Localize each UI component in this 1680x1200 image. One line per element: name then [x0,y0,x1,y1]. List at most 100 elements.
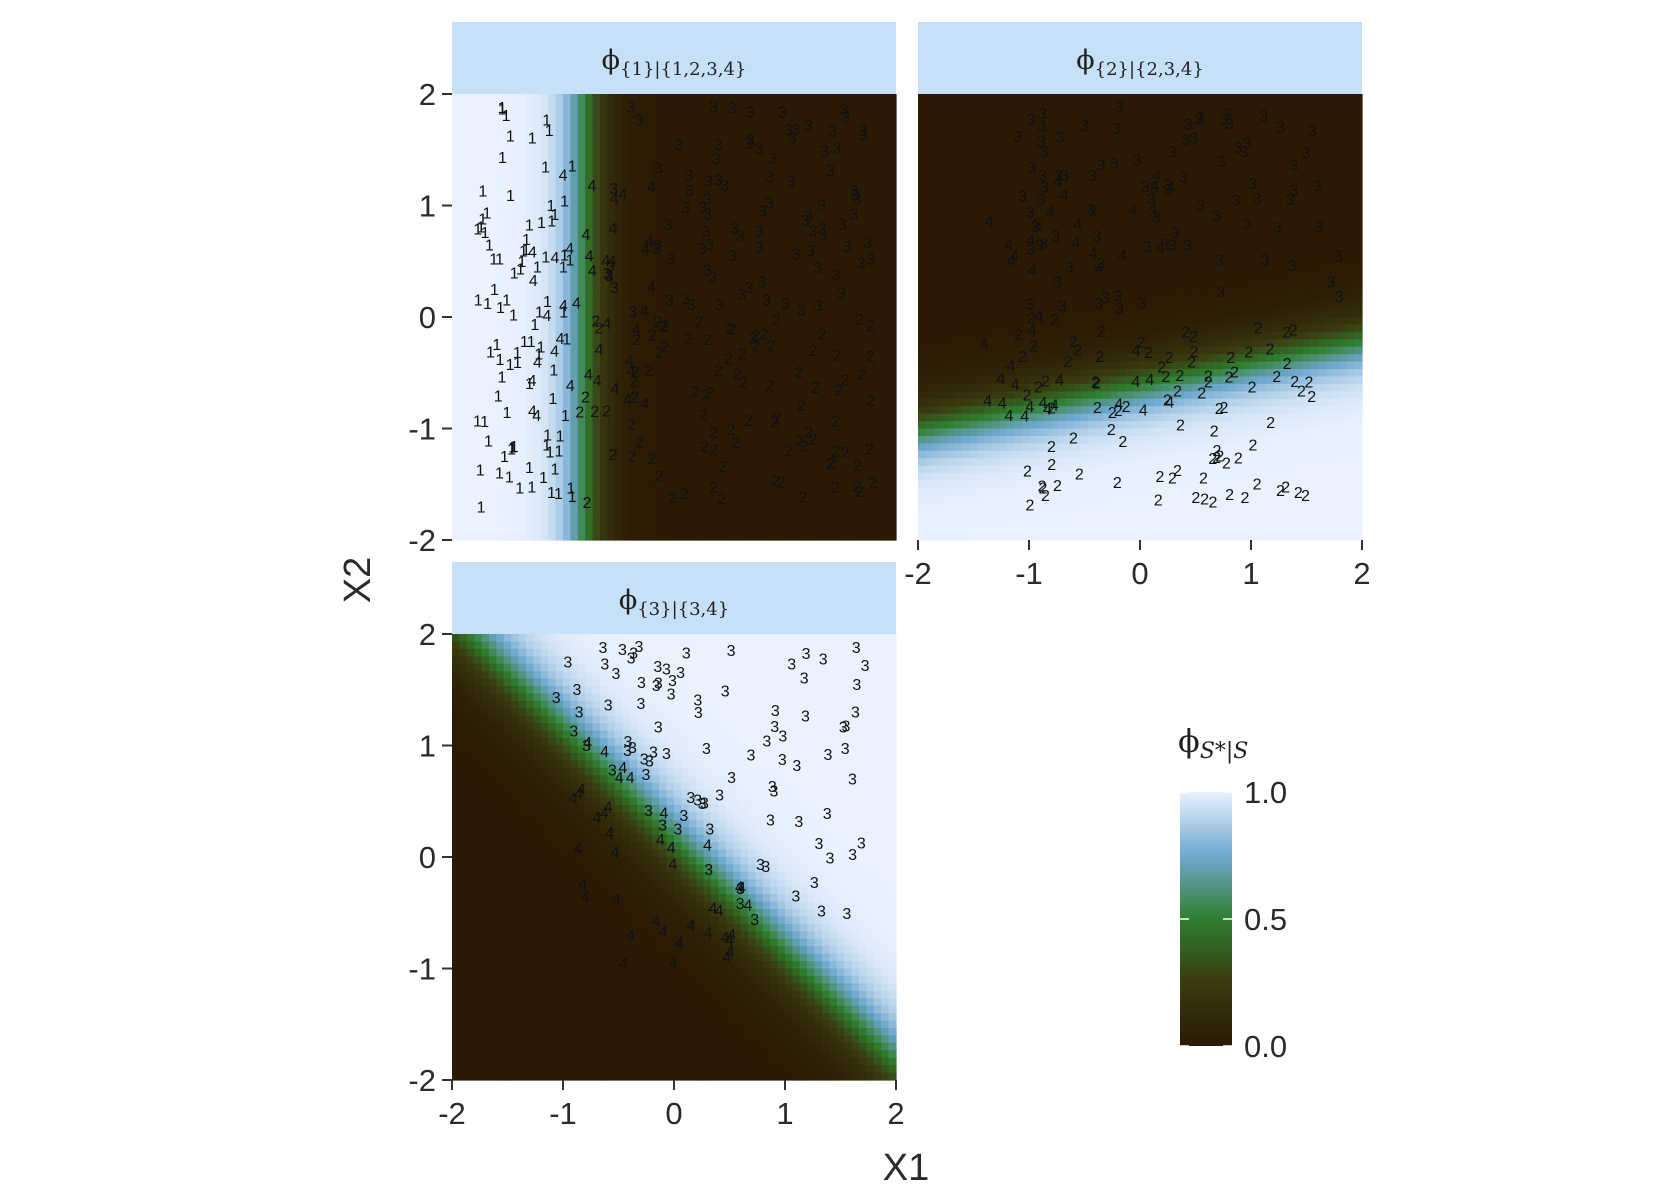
heatmap-cell [770,108,779,117]
heatmap-cell [748,212,756,221]
heatmap-cell [792,443,801,452]
heatmap-cell [836,287,845,296]
point-label-4: 4 [593,373,602,390]
heatmap-cell [881,198,890,207]
heatmap-cell [563,369,571,378]
heatmap-cell [600,205,608,214]
heatmap-cell [770,250,779,259]
heatmap-cell [859,361,867,370]
heatmap-cell [999,131,1008,140]
heatmap-cell [807,183,816,192]
point-label-3: 3 [820,143,829,160]
heatmap-cell [585,331,594,340]
heatmap-cell [770,257,779,266]
heatmap-cell [696,339,705,348]
heatmap-cell [555,235,564,244]
heatmap-cell [1036,421,1045,430]
heatmap-cell [762,108,771,117]
heatmap-cell [681,138,690,147]
heatmap-cell [674,190,682,199]
heatmap-cell [755,242,764,251]
heatmap-cell [666,227,675,236]
heatmap-cell [666,160,675,169]
heatmap-cell [688,175,697,184]
heatmap-cell [918,183,926,192]
heatmap-cell [577,168,586,177]
heatmap-cell [955,339,963,348]
heatmap-cell [600,473,608,482]
heatmap-cell [740,525,749,534]
heatmap-cell [629,153,638,162]
heatmap-cell [1021,487,1030,496]
heatmap-cell [637,354,645,363]
heatmap-cell [807,153,816,162]
heatmap-cell [466,502,475,511]
heatmap-cell [1021,175,1030,184]
heatmap-cell [1006,212,1015,221]
heatmap-cell [822,279,830,288]
heatmap-cell [452,450,460,459]
heatmap-cell [607,361,616,370]
heatmap-cell [518,175,527,184]
heatmap-cell [822,391,830,400]
heatmap-cell [703,198,712,207]
heatmap-cell [918,138,926,147]
heatmap-cell [969,235,978,244]
heatmap-cell [607,94,616,103]
heatmap-cell [474,398,483,407]
heatmap-cell [873,502,882,511]
heatmap-cell [1029,406,1037,415]
heatmap-cell [622,235,631,244]
heatmap-cell [859,168,867,177]
heatmap-cell [1036,160,1045,169]
heatmap-cell [1006,242,1015,251]
heatmap-cell [925,361,934,370]
heatmap-cell [1043,361,1052,370]
heatmap-cell [777,146,786,155]
heatmap-cell [600,391,608,400]
point-label-1: 1 [537,215,546,232]
heatmap-cell [829,190,838,199]
heatmap-cell [940,465,949,474]
heatmap-cell [496,369,505,378]
heatmap-cell [526,517,534,526]
heatmap-cell [1029,532,1037,541]
point-label-3: 3 [610,280,619,297]
heatmap-cell [918,473,926,482]
heatmap-cell [607,153,616,162]
heatmap-cell [548,421,557,430]
heatmap-cell [1029,443,1037,452]
heatmap-cell [992,331,1000,340]
heatmap-cell [585,153,594,162]
heatmap-cell [496,183,505,192]
heatmap-cell [755,502,764,511]
heatmap-cell [563,346,571,355]
point-label-2: 2 [655,345,664,362]
heatmap-cell [947,287,956,296]
heatmap-cell [540,227,549,236]
heatmap-cell [866,242,875,251]
heatmap-cell [829,391,838,400]
heatmap-cell [999,220,1008,229]
heatmap-cell [503,435,512,444]
heatmap-cell [851,428,860,437]
heatmap-cell [688,487,697,496]
heatmap-cell [1036,131,1045,140]
heatmap-cell [688,205,697,214]
heatmap-cell [755,532,764,541]
heatmap-cell [984,198,993,207]
heatmap-cell [592,108,601,117]
heatmap-cell [1029,279,1037,288]
heatmap-cell [777,517,786,526]
heatmap-cell [1021,279,1030,288]
heatmap-cell [992,443,1000,452]
heatmap-cell [925,517,934,526]
heatmap-cell [955,279,963,288]
heatmap-cell [659,443,668,452]
heatmap-cell [829,302,838,311]
heatmap-cell [563,108,571,117]
heatmap-cell [1036,339,1045,348]
heatmap-cell [733,146,742,155]
heatmap-cell [548,272,557,281]
heatmap-cell [984,331,993,340]
